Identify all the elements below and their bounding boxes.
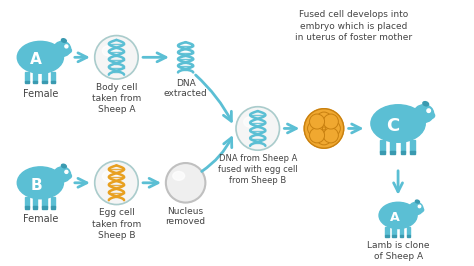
- Bar: [401, 140, 405, 152]
- Circle shape: [65, 170, 68, 173]
- Ellipse shape: [423, 102, 428, 106]
- Text: A: A: [30, 52, 42, 67]
- Circle shape: [310, 128, 325, 143]
- Bar: [410, 140, 415, 152]
- Text: DNA from Sheep A
fused with egg cell
from Sheep B: DNA from Sheep A fused with egg cell fro…: [218, 154, 298, 185]
- Bar: [380, 151, 385, 154]
- Ellipse shape: [414, 105, 434, 123]
- Text: Body cell
taken from
Sheep A: Body cell taken from Sheep A: [92, 83, 141, 114]
- Text: B: B: [30, 178, 42, 193]
- Bar: [43, 81, 46, 83]
- Circle shape: [308, 121, 323, 136]
- Bar: [400, 227, 403, 235]
- Bar: [33, 197, 37, 207]
- Circle shape: [317, 112, 331, 127]
- Bar: [385, 235, 389, 237]
- Ellipse shape: [17, 167, 64, 199]
- Circle shape: [166, 163, 205, 203]
- Bar: [400, 235, 403, 237]
- Bar: [407, 235, 410, 237]
- Circle shape: [427, 109, 430, 113]
- Bar: [385, 227, 389, 235]
- Bar: [401, 151, 405, 154]
- Ellipse shape: [379, 202, 417, 228]
- Text: Egg cell
taken from
Sheep B: Egg cell taken from Sheep B: [92, 209, 141, 240]
- Circle shape: [317, 130, 331, 145]
- Circle shape: [236, 107, 280, 150]
- Ellipse shape: [54, 167, 71, 182]
- Text: Lamb is clone
of Sheep A: Lamb is clone of Sheep A: [367, 241, 429, 261]
- Bar: [25, 72, 29, 82]
- Circle shape: [325, 121, 340, 136]
- Circle shape: [304, 109, 344, 148]
- Bar: [407, 227, 410, 235]
- Text: Nucleus
removed: Nucleus removed: [165, 206, 206, 226]
- Ellipse shape: [62, 164, 66, 168]
- Ellipse shape: [65, 48, 72, 53]
- Bar: [43, 72, 46, 82]
- Ellipse shape: [102, 171, 118, 182]
- Bar: [51, 197, 55, 207]
- Circle shape: [95, 161, 138, 205]
- Ellipse shape: [62, 39, 66, 42]
- Text: A: A: [390, 211, 400, 224]
- Bar: [33, 72, 37, 82]
- Circle shape: [65, 45, 68, 48]
- Ellipse shape: [418, 208, 424, 212]
- Text: Fused cell develops into
embryo which is placed
in uterus of foster mother: Fused cell develops into embryo which is…: [295, 10, 412, 43]
- Bar: [51, 72, 55, 82]
- Bar: [25, 81, 29, 83]
- Bar: [43, 206, 46, 209]
- Circle shape: [317, 121, 331, 136]
- Ellipse shape: [102, 45, 118, 56]
- Ellipse shape: [415, 200, 419, 203]
- Bar: [33, 206, 37, 209]
- Circle shape: [95, 36, 138, 79]
- Text: C: C: [386, 118, 400, 135]
- Bar: [390, 140, 395, 152]
- Bar: [390, 151, 395, 154]
- Ellipse shape: [17, 41, 64, 73]
- Bar: [392, 235, 396, 237]
- Bar: [51, 206, 55, 209]
- Circle shape: [418, 205, 421, 208]
- Bar: [25, 197, 29, 207]
- Circle shape: [323, 114, 338, 129]
- Circle shape: [323, 128, 338, 143]
- Text: Female: Female: [23, 214, 58, 225]
- Text: DNA
extracted: DNA extracted: [164, 79, 208, 98]
- Ellipse shape: [371, 105, 425, 142]
- Bar: [43, 197, 46, 207]
- Bar: [25, 206, 29, 209]
- Bar: [33, 81, 37, 83]
- Ellipse shape: [244, 117, 259, 127]
- Bar: [380, 140, 385, 152]
- Bar: [51, 81, 55, 83]
- Ellipse shape: [54, 41, 71, 56]
- Circle shape: [310, 114, 325, 129]
- Ellipse shape: [427, 113, 435, 119]
- Bar: [392, 227, 396, 235]
- Bar: [410, 151, 415, 154]
- Ellipse shape: [173, 172, 185, 180]
- Ellipse shape: [409, 202, 423, 215]
- Ellipse shape: [65, 173, 72, 178]
- Text: Female: Female: [23, 89, 58, 99]
